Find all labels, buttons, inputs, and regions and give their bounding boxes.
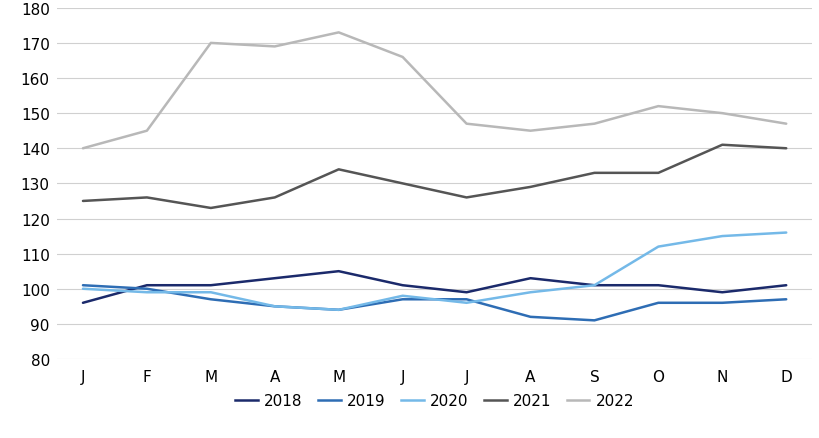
2021 [781,146,790,152]
2022 [397,55,407,60]
2019 [653,300,663,306]
2019 [525,314,535,320]
2020 [653,244,663,250]
2020 [397,293,407,299]
2022 [717,111,726,117]
2019 [78,283,88,288]
2019 [142,286,152,292]
Line: 2022: 2022 [83,33,785,149]
2021 [653,171,663,176]
2021 [269,195,279,201]
2018 [589,283,599,288]
2018 [397,283,407,288]
2022 [589,122,599,127]
2021 [333,167,343,173]
2021 [142,195,152,201]
2018 [717,290,726,295]
2020 [589,283,599,288]
2020 [333,307,343,313]
2022 [461,122,471,127]
2021 [397,181,407,187]
Line: 2019: 2019 [83,286,785,321]
2019 [461,297,471,302]
2020 [78,286,88,292]
2020 [717,234,726,239]
2018 [781,283,790,288]
2018 [461,290,471,295]
2021 [717,143,726,148]
2019 [589,318,599,323]
2022 [206,41,215,46]
2018 [653,283,663,288]
2021 [525,185,535,190]
2018 [269,276,279,281]
2022 [269,45,279,50]
2020 [461,300,471,306]
2022 [142,129,152,134]
2019 [397,297,407,302]
2018 [78,300,88,306]
2020 [781,230,790,236]
2019 [333,307,343,313]
2018 [333,269,343,274]
2022 [78,146,88,152]
2021 [206,206,215,211]
2022 [781,122,790,127]
2022 [653,104,663,110]
2018 [525,276,535,281]
2021 [589,171,599,176]
2020 [206,290,215,295]
2021 [78,199,88,204]
2020 [269,304,279,309]
2022 [333,31,343,36]
Line: 2020: 2020 [83,233,785,310]
2018 [142,283,152,288]
2019 [717,300,726,306]
2019 [269,304,279,309]
2020 [142,290,152,295]
2022 [525,129,535,134]
2021 [461,195,471,201]
2018 [206,283,215,288]
Line: 2021: 2021 [83,145,785,208]
Legend: 2018, 2019, 2020, 2021, 2022: 2018, 2019, 2020, 2021, 2022 [229,388,640,415]
Line: 2018: 2018 [83,272,785,303]
2020 [525,290,535,295]
2019 [206,297,215,302]
2019 [781,297,790,302]
